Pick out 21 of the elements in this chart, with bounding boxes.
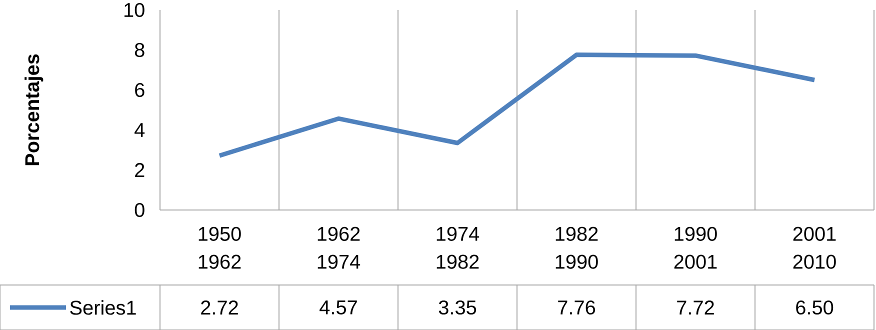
x-tick-label: 2001 2010 (793, 226, 836, 269)
line-series (217, 52, 817, 158)
y-tick-label: 0 (134, 202, 144, 218)
data-label: 7.76 (558, 300, 596, 315)
x-tick-label: 1962 1974 (318, 226, 360, 269)
data-label: 3.35 (438, 300, 476, 315)
x-tick-label: 1990 2001 (674, 226, 717, 269)
y-tick-label: 2 (135, 163, 144, 177)
x-tick-label: 1950 1962 (198, 226, 241, 269)
data-label: 7.72 (677, 300, 714, 314)
y-axis-title: Porcentajes (24, 54, 44, 166)
x-tick-label: 1982 1990 (556, 226, 598, 269)
y-tick-label: 4 (134, 123, 145, 137)
y-tick-label: 8 (134, 42, 144, 58)
y-tick-label: 6 (135, 82, 144, 98)
data-label: 6.50 (796, 300, 834, 315)
legend-label: Series1 (70, 300, 136, 315)
data-label: 2.72 (201, 300, 238, 314)
x-tick-label: 1974 1982 (436, 226, 480, 269)
data-label: 4.57 (320, 300, 357, 314)
y-tick-label: 10 (124, 2, 144, 18)
